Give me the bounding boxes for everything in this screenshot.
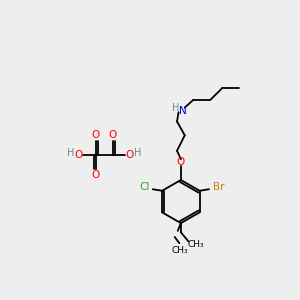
Text: O: O — [74, 150, 83, 160]
Text: CH₃: CH₃ — [187, 240, 204, 249]
Text: O: O — [177, 157, 185, 166]
Text: H: H — [67, 148, 74, 158]
Text: CH₃: CH₃ — [171, 246, 188, 255]
Text: H: H — [134, 148, 141, 158]
Text: O: O — [126, 150, 134, 160]
Text: H: H — [172, 103, 179, 113]
Text: O: O — [92, 170, 100, 180]
Text: N: N — [179, 106, 187, 116]
Text: O: O — [109, 130, 117, 140]
Text: O: O — [92, 130, 100, 140]
Text: Cl: Cl — [140, 182, 150, 192]
Text: Br: Br — [212, 182, 224, 192]
